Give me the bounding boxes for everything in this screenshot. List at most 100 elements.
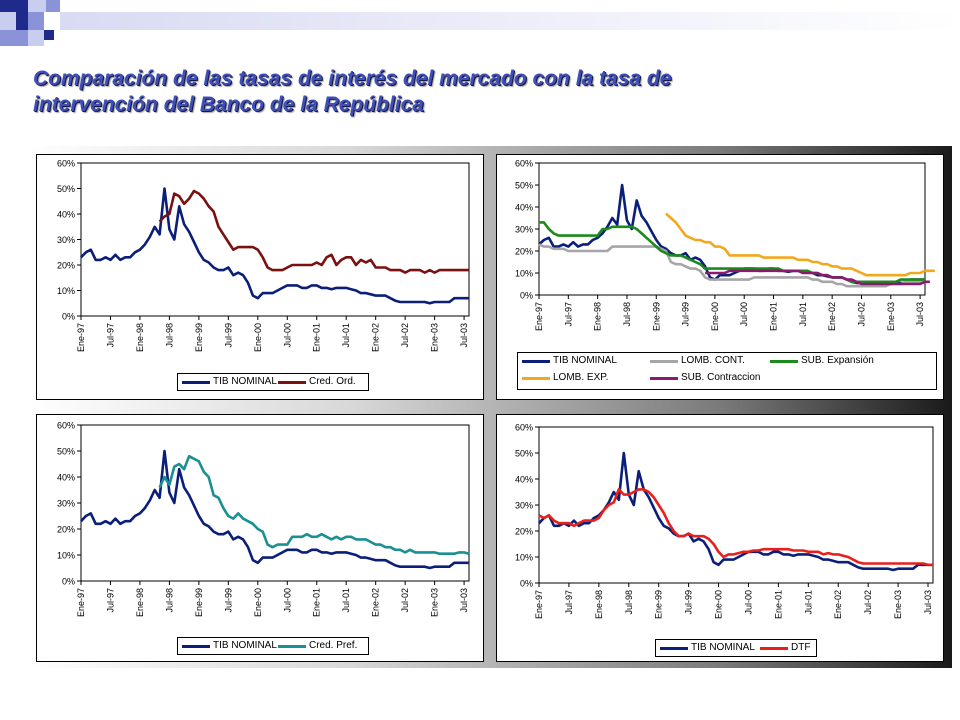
x-tick-label: Jul-01 (341, 323, 351, 348)
x-tick-label: Jul-00 (282, 588, 292, 613)
legend-swatch (278, 645, 306, 648)
x-tick-label: Jul-97 (105, 588, 115, 613)
x-tick-label: Jul-03 (923, 590, 933, 615)
legend-swatch (522, 360, 550, 363)
x-tick-label: Jul-99 (223, 323, 233, 348)
chart-svg: 0% 10% 20% 30% 40% 50% 60% Ene-97 Jul-97 Ene-98 Ju… (57, 159, 470, 352)
legend-label: DTF (791, 642, 811, 653)
legend-swatch (760, 647, 788, 650)
x-tick-label: Ene-98 (593, 302, 603, 331)
y-tick-label: 10% (57, 551, 75, 561)
x-tick-label: Jul-03 (459, 323, 469, 348)
deco-square-7 (0, 30, 28, 46)
x-tick-label: Jul-98 (164, 588, 174, 613)
series-line-sub-expansi-n (539, 221, 925, 284)
x-tick-label: Ene-97 (534, 590, 544, 619)
legend-swatch (182, 381, 210, 384)
x-tick-label: Ene-97 (534, 302, 544, 331)
x-tick-label: Ene-98 (135, 323, 145, 352)
y-tick-label: 40% (515, 475, 533, 485)
x-tick-label: Jul-97 (564, 590, 574, 615)
y-tick-label: 30% (515, 501, 533, 511)
y-tick-label: 50% (515, 449, 533, 459)
x-tick-label: Ene-03 (430, 588, 440, 617)
x-tick-label: Jul-00 (282, 323, 292, 348)
slide-title: Comparación de las tasas de interés del … (33, 66, 893, 118)
chart-tib-vs-dtf: 0% 10% 20% 30% 40% 50% 60% Ene-97 Jul-97 Ene-98 Ju… (496, 414, 944, 662)
deco-square-1 (0, 0, 28, 12)
y-tick-label: 20% (57, 261, 75, 271)
x-tick-label: Ene-02 (833, 590, 843, 619)
y-tick-label: 30% (515, 225, 533, 235)
legend-swatch (278, 381, 306, 384)
y-tick-label: 60% (515, 423, 533, 433)
x-tick-label: Ene-00 (253, 323, 263, 352)
legend-swatch (182, 645, 210, 648)
x-tick-label: Jul-02 (400, 588, 410, 613)
x-tick-label: Jul-03 (915, 302, 925, 327)
y-tick-label: 10% (515, 553, 533, 563)
legend-label: LOMB. EXP. (553, 372, 609, 383)
x-tick-label: Ene-98 (135, 588, 145, 617)
y-tick-label: 50% (57, 184, 75, 194)
x-tick-label: Ene-99 (651, 302, 661, 331)
legend-label: SUB. Expansión (801, 355, 874, 366)
series-line-sub-contraccion (705, 269, 930, 286)
legend-label: TIB NOMINAL (691, 642, 755, 653)
legend-label: TIB NOMINAL (553, 355, 617, 366)
y-tick-label: 20% (515, 247, 533, 257)
x-tick-label: Jul-98 (164, 323, 174, 348)
deco-square-5 (16, 12, 28, 30)
x-tick-label: Jul-01 (798, 302, 808, 327)
legend-swatch (770, 360, 798, 363)
y-tick-label: 30% (57, 499, 75, 509)
y-tick-label: 60% (515, 159, 533, 169)
x-tick-label: Ene-02 (371, 588, 381, 617)
y-tick-label: 0% (520, 291, 533, 301)
chart-legend: TIB NOMINAL Cred. Pref. (177, 637, 369, 655)
series-line-dtf (538, 488, 933, 567)
legend-swatch (650, 377, 678, 380)
x-tick-label: Jul-00 (739, 302, 749, 327)
y-tick-label: 60% (57, 421, 75, 431)
x-tick-label: Jul-97 (563, 302, 573, 327)
deco-square-9 (44, 30, 54, 40)
y-tick-label: 10% (57, 286, 75, 296)
x-tick-label: Jul-98 (624, 590, 634, 615)
legend-swatch (660, 647, 688, 650)
deco-square-8 (28, 30, 44, 46)
y-tick-label: 30% (57, 235, 75, 245)
legend-label: Cred. Ord. (309, 376, 356, 387)
y-tick-label: 40% (57, 473, 75, 483)
y-tick-label: 50% (57, 447, 75, 457)
x-tick-label: Ene-01 (769, 302, 779, 331)
x-tick-label: Ene-98 (594, 590, 604, 619)
x-tick-label: Ene-99 (654, 590, 664, 619)
x-tick-label: Ene-99 (194, 323, 204, 352)
y-tick-label: 20% (57, 525, 75, 535)
x-tick-label: Ene-01 (312, 588, 322, 617)
chart-svg: 0% 10% 20% 30% 40% 50% 60% Ene-97 Jul-97 Ene-98 Ju… (515, 159, 935, 331)
x-tick-label: Jul-02 (863, 590, 873, 615)
legend-label: LOMB. CONT. (681, 355, 745, 366)
chart-svg: 0% 10% 20% 30% 40% 50% 60% Ene-97 Jul-97 Ene-98 Ju… (57, 421, 470, 617)
x-tick-label: Jul-01 (803, 590, 813, 615)
x-tick-label: Jul-00 (743, 590, 753, 615)
series-line-lomb-cont- (538, 243, 925, 288)
x-tick-label: Ene-99 (194, 588, 204, 617)
y-tick-label: 0% (520, 579, 533, 589)
series-line-tib-nominal (80, 449, 469, 570)
x-tick-label: Ene-01 (773, 590, 783, 619)
y-tick-label: 50% (515, 181, 533, 191)
x-tick-label: Jul-02 (400, 323, 410, 348)
x-tick-label: Jul-99 (681, 302, 691, 327)
deco-square-6 (28, 12, 44, 30)
series-line-cred-pref- (158, 454, 470, 555)
chart-tib-vs-cred-pref: 0% 10% 20% 30% 40% 50% 60% Ene-97 Jul-97 Ene-98 Ju… (36, 414, 484, 662)
chart-svg: 0% 10% 20% 30% 40% 50% 60% Ene-97 Jul-97 Ene-98 Ju… (515, 423, 934, 619)
x-tick-label: Ene-03 (886, 302, 896, 331)
y-tick-label: 40% (57, 210, 75, 220)
legend-swatch (522, 377, 550, 380)
x-tick-label: Ene-02 (827, 302, 837, 331)
x-tick-label: Jul-01 (341, 588, 351, 613)
